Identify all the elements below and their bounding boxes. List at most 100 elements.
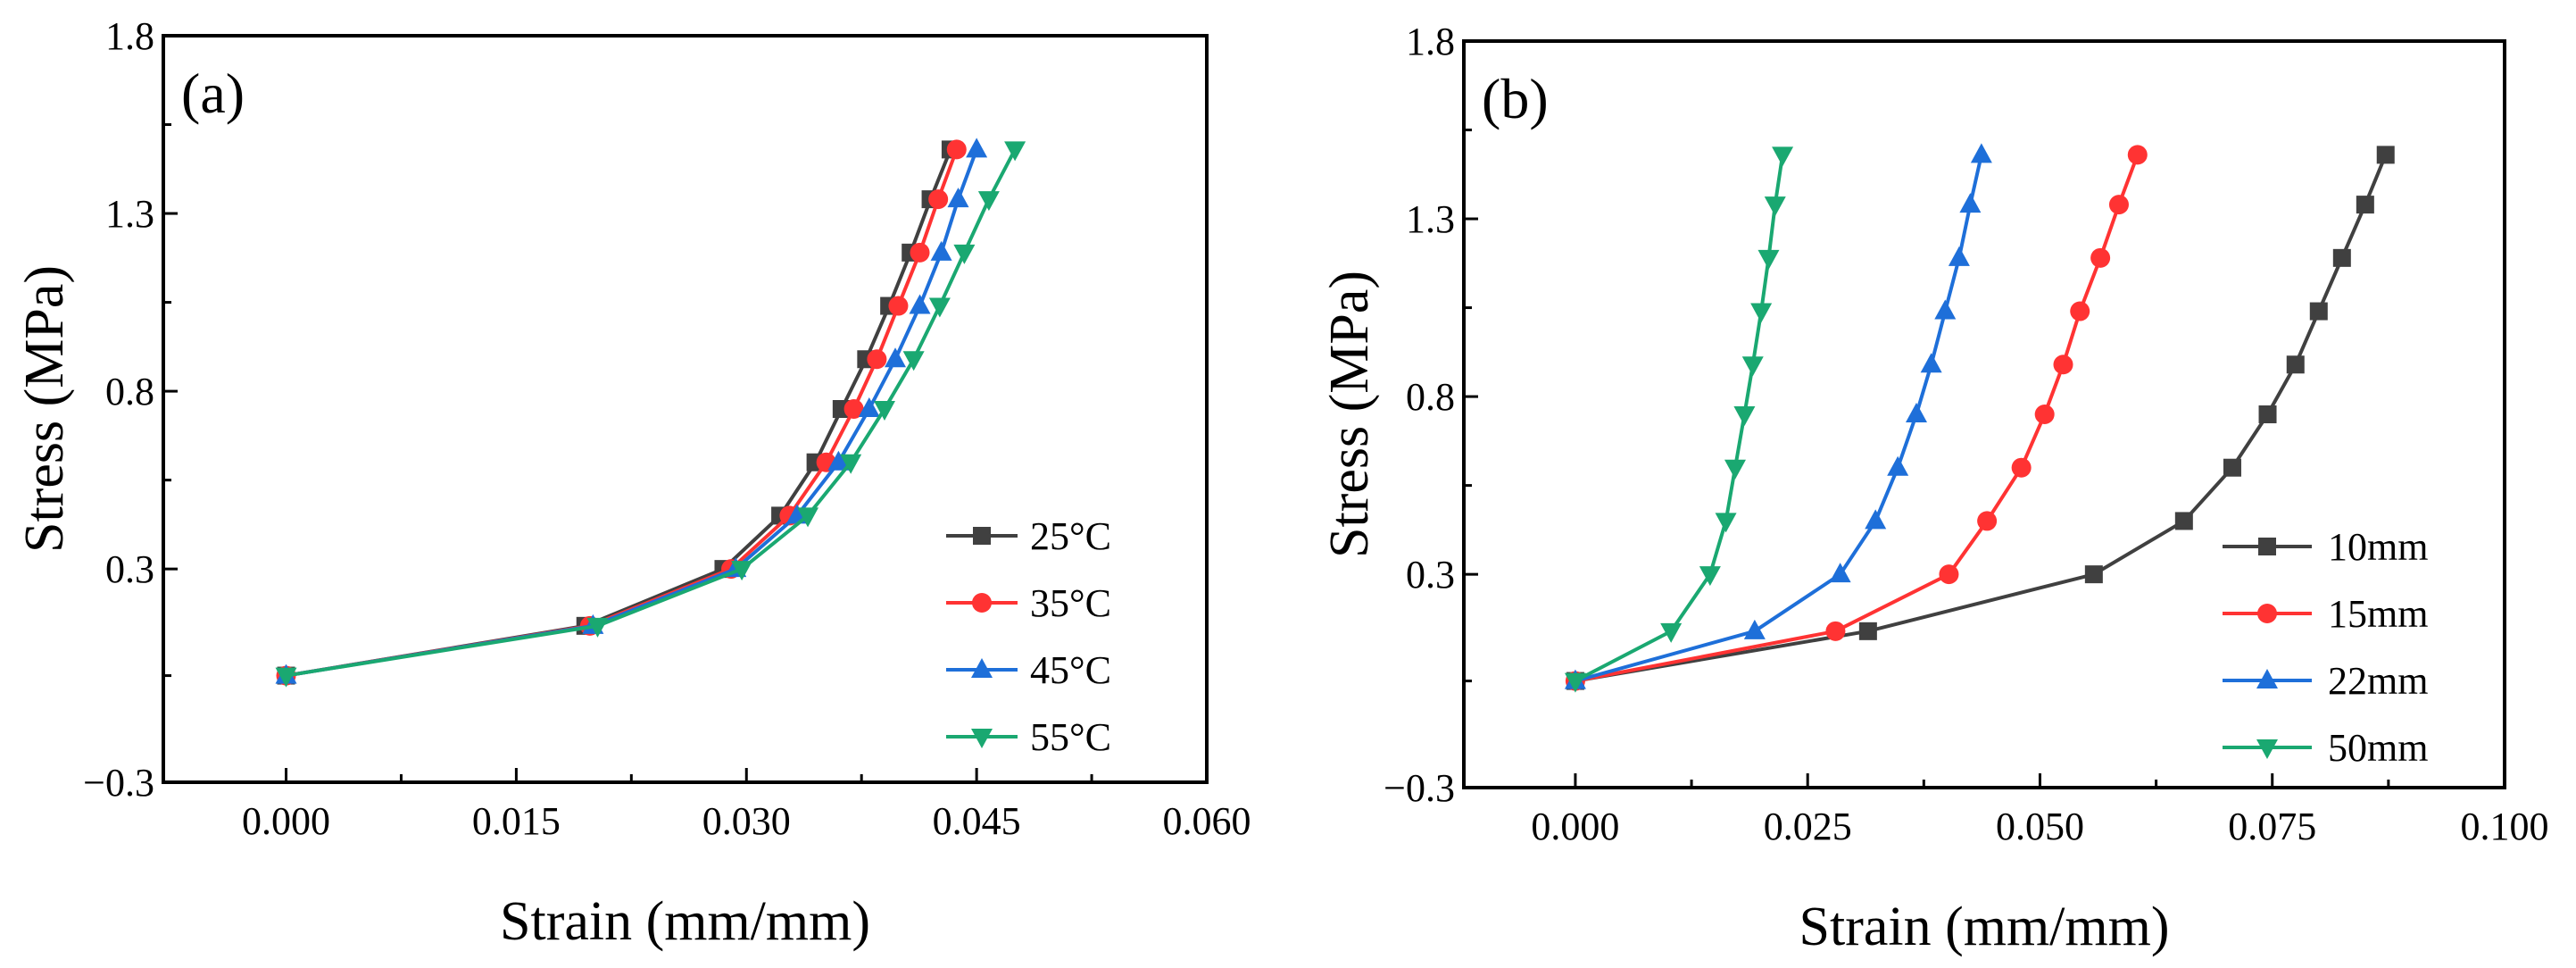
data-point — [1564, 672, 1586, 693]
x-tick-label: 0.045 — [933, 799, 1021, 843]
data-point — [977, 191, 1000, 212]
legend-marker — [2257, 604, 2277, 623]
data-point — [1004, 141, 1026, 162]
legend-label: 55°C — [1030, 715, 1111, 759]
legend-marker — [973, 527, 991, 545]
x-tick-label: 0.075 — [2228, 805, 2316, 848]
data-point — [2108, 195, 2129, 215]
data-point — [2084, 565, 2103, 584]
y-tick-label: 1.8 — [1406, 20, 1455, 63]
data-point — [930, 240, 952, 261]
data-point — [909, 294, 931, 314]
legend-label: 50mm — [2328, 726, 2428, 770]
data-point — [928, 297, 951, 318]
data-point — [1772, 146, 1794, 167]
y-tick-label: 1.8 — [105, 14, 154, 58]
data-point — [731, 561, 753, 581]
legend-item: 15mm — [2223, 592, 2428, 636]
data-point — [2174, 512, 2193, 530]
data-point — [275, 667, 297, 688]
legend-marker — [972, 593, 992, 613]
y-tick-label: 0.3 — [1406, 553, 1455, 597]
legend-marker — [2256, 739, 2278, 759]
data-point — [2034, 405, 2055, 424]
legend-marker — [2256, 669, 2278, 688]
y-tick-label: 0.8 — [1406, 375, 1455, 419]
data-point — [2053, 355, 2073, 375]
panel-label: (a) — [181, 62, 245, 125]
series-22mm — [1564, 143, 1992, 689]
x-tick-label: 0.000 — [1531, 805, 1619, 848]
data-point — [840, 454, 862, 474]
data-point — [966, 138, 988, 158]
data-point — [2332, 248, 2351, 267]
data-point — [1858, 622, 1877, 640]
data-point — [1887, 455, 1909, 476]
data-point — [1699, 566, 1721, 587]
data-point — [1970, 143, 1992, 163]
data-point — [1724, 459, 1746, 480]
x-tick-label: 0.000 — [242, 799, 330, 843]
data-point — [2309, 302, 2328, 321]
y-axis-title: Stress (MPa) — [14, 265, 75, 553]
x-axis-title: Strain (mm/mm) — [1799, 897, 2169, 957]
data-point — [858, 397, 880, 417]
data-point — [1829, 563, 1851, 583]
data-point — [2011, 457, 2032, 478]
legend-marker — [971, 658, 993, 678]
legend: 10mm 15mm 22mm 50mm — [2223, 525, 2428, 770]
x-tick-label: 0.015 — [472, 799, 561, 843]
plot-frame — [1462, 39, 2506, 789]
panel-label: (b) — [1482, 67, 1549, 130]
data-point — [797, 507, 819, 528]
data-point — [1750, 303, 1773, 323]
data-point — [2376, 146, 2395, 164]
legend-item: 55°C — [946, 715, 1111, 759]
legend-label: 45°C — [1030, 648, 1111, 692]
legend-marker — [971, 729, 993, 748]
data-point — [885, 347, 907, 368]
x-tick-label: 0.030 — [702, 799, 791, 843]
data-point — [947, 188, 969, 208]
chart-panel-b: 0.000 0.025 0.050 0.075 0.100 −0.3 0.3 0.8 1.3 1.… — [1319, 20, 2549, 957]
data-point — [2090, 247, 2111, 268]
data-point — [1825, 621, 1846, 641]
x-tick-label: 0.050 — [1996, 805, 2084, 848]
data-point — [902, 351, 925, 371]
data-point — [1715, 513, 1737, 533]
data-point — [1977, 511, 1998, 531]
plot-frame — [162, 34, 1209, 784]
data-point — [1906, 403, 1928, 422]
legend-item: 50mm — [2223, 726, 2428, 770]
data-point — [1939, 564, 1959, 585]
data-point — [1733, 406, 1756, 426]
legend-label: 25°C — [1030, 514, 1111, 558]
data-point — [1660, 622, 1683, 643]
legend-item: 10mm — [2223, 525, 2428, 569]
series-55°C — [275, 141, 1026, 688]
y-tick-label: −0.3 — [83, 761, 154, 805]
data-point — [910, 242, 930, 263]
data-point — [2070, 301, 2090, 321]
legend-label: 10mm — [2328, 525, 2428, 569]
data-point — [1959, 193, 1982, 213]
legend-item: 22mm — [2223, 659, 2428, 703]
data-point — [2223, 458, 2241, 477]
y-tick-label: −0.3 — [1384, 766, 1455, 810]
series-50mm — [1564, 146, 1794, 693]
data-point — [867, 349, 887, 370]
x-tick-label: 0.060 — [1163, 799, 1251, 843]
x-axis-title: Strain (mm/mm) — [500, 891, 870, 952]
data-point — [1743, 619, 1766, 639]
x-tick-label: 0.100 — [2461, 805, 2549, 848]
legend-item: 45°C — [946, 648, 1111, 692]
legend: 25°C 35°C 45°C 55°C — [946, 514, 1111, 759]
data-point — [2286, 355, 2305, 374]
y-tick-label: 1.3 — [105, 192, 154, 236]
legend-item: 35°C — [946, 581, 1111, 625]
data-point — [1741, 356, 1764, 377]
y-axis-title: Stress (MPa) — [1319, 271, 1380, 558]
data-point — [946, 139, 967, 160]
data-point — [928, 189, 949, 210]
y-tick-label: 0.3 — [105, 547, 154, 591]
